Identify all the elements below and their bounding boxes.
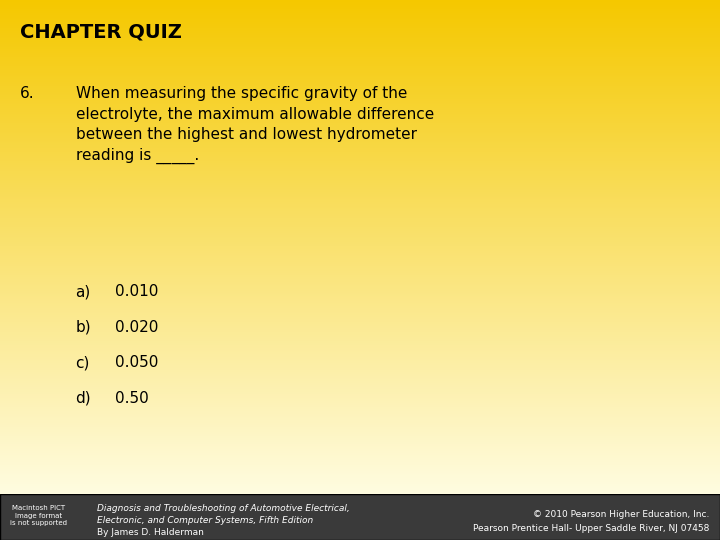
FancyBboxPatch shape (0, 494, 720, 540)
Text: © 2010 Pearson Higher Education, Inc.: © 2010 Pearson Higher Education, Inc. (533, 510, 709, 519)
Text: 6.: 6. (20, 86, 35, 102)
Text: c): c) (76, 355, 90, 370)
Text: a): a) (76, 284, 91, 299)
Text: Pearson Prentice Hall- Upper Saddle River, NJ 07458: Pearson Prentice Hall- Upper Saddle Rive… (473, 524, 709, 533)
Text: 0.050: 0.050 (115, 355, 158, 370)
Text: 0.010: 0.010 (115, 284, 158, 299)
Text: 0.020: 0.020 (115, 320, 158, 335)
Text: 0.50: 0.50 (115, 391, 149, 406)
Text: CHAPTER QUIZ: CHAPTER QUIZ (20, 22, 182, 41)
Text: Electronic, and Computer Systems, Fifth Edition: Electronic, and Computer Systems, Fifth … (97, 516, 313, 525)
Text: Macintosh PICT
Image format
is not supported: Macintosh PICT Image format is not suppo… (9, 505, 67, 526)
Text: b): b) (76, 320, 91, 335)
Text: When measuring the specific gravity of the
electrolyte, the maximum allowable di: When measuring the specific gravity of t… (76, 86, 434, 164)
Text: By James D. Halderman: By James D. Halderman (97, 528, 204, 537)
Text: Diagnosis and Troubleshooting of Automotive Electrical,: Diagnosis and Troubleshooting of Automot… (97, 504, 350, 513)
Text: d): d) (76, 391, 91, 406)
